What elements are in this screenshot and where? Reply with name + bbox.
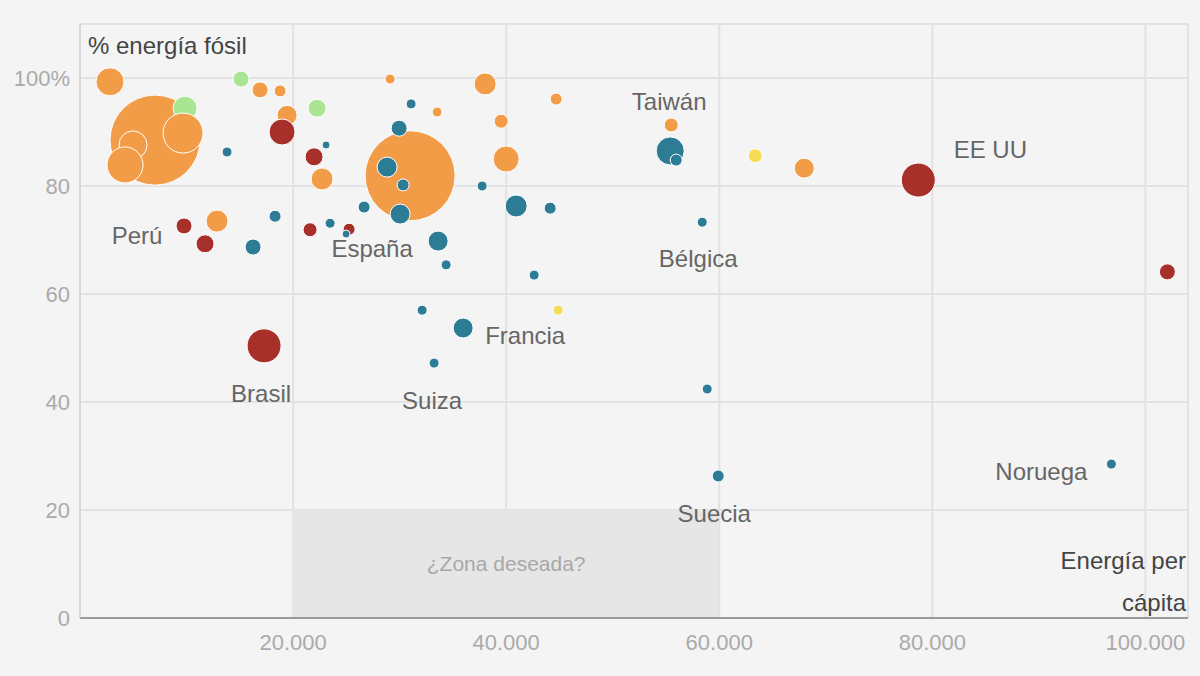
- svg-text:0: 0: [58, 606, 70, 631]
- svg-text:EE UU: EE UU: [954, 136, 1027, 163]
- svg-text:España: España: [331, 235, 413, 262]
- svg-text:Taiwán: Taiwán: [632, 88, 707, 115]
- svg-text:Suiza: Suiza: [402, 387, 463, 414]
- html-text:Energía per cápita: Energía per cápita: [1060, 547, 1186, 616]
- svg-text:Bélgica: Bélgica: [659, 245, 738, 272]
- svg-text:20.000: 20.000: [259, 630, 326, 655]
- svg-text:80.000: 80.000: [899, 630, 966, 655]
- svg-text:Brasil: Brasil: [231, 380, 291, 407]
- svg-text:60.000: 60.000: [686, 630, 753, 655]
- svg-text:40.000: 40.000: [473, 630, 540, 655]
- svg-text:100%: 100%: [14, 66, 70, 91]
- svg-text:60: 60: [46, 282, 70, 307]
- svg-text:Perú: Perú: [112, 222, 163, 249]
- svg-text:40: 40: [46, 390, 70, 415]
- html-text:% energía fósil: % energía fósil: [88, 32, 247, 59]
- svg-text:100.000: 100.000: [1106, 630, 1186, 655]
- svg-text:¿Zona deseada?: ¿Zona deseada?: [427, 552, 586, 575]
- svg-text:20: 20: [46, 498, 70, 523]
- svg-text:Francia: Francia: [485, 322, 566, 349]
- svg-text:Suecia: Suecia: [678, 500, 752, 527]
- svg-text:Noruega: Noruega: [995, 458, 1088, 485]
- svg-text:80: 80: [46, 174, 70, 199]
